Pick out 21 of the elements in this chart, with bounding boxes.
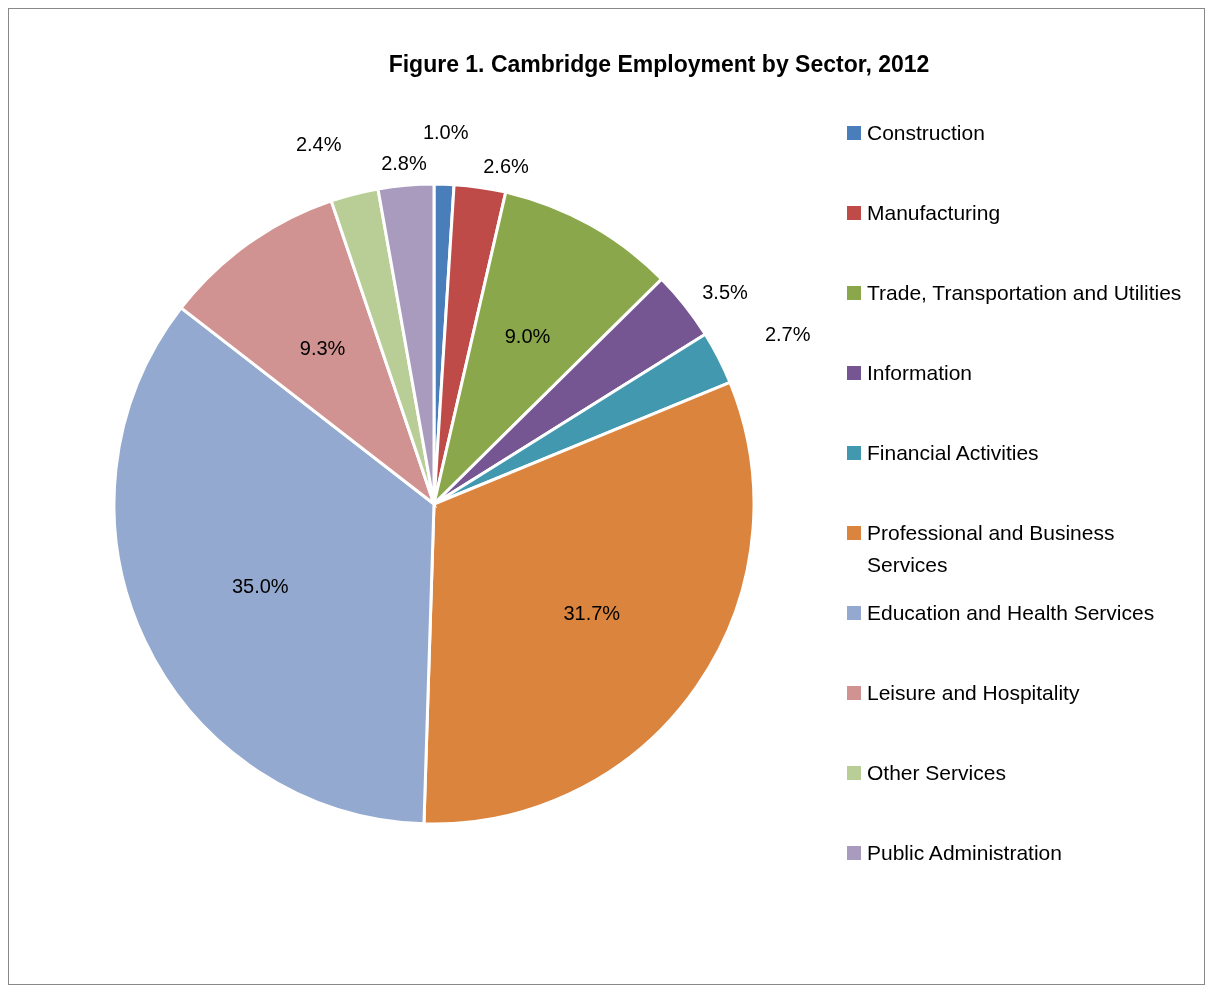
data-label: 2.7% — [764, 323, 811, 346]
data-label: 35.0% — [231, 574, 289, 597]
chart-title: Figure 1. Cambridge Employment by Sector, 2012 — [387, 51, 931, 78]
legend-label: Professional and Business Services — [867, 520, 1116, 578]
data-label: 9.3% — [299, 336, 346, 359]
legend-label: Information — [867, 360, 973, 386]
legend-label: Manufacturing — [867, 200, 1001, 226]
legend-label: Construction — [867, 120, 985, 146]
data-label: 3.5% — [702, 280, 749, 303]
data-label: 2.8% — [381, 152, 427, 175]
legend-label: Education and Health Services — [867, 600, 1155, 626]
data-label: 9.0% — [504, 325, 551, 348]
data-label: 2.4% — [295, 132, 342, 155]
legend-label: Trade, Transportation and Utilities — [867, 280, 1182, 306]
legend-label: Financial Activities — [867, 440, 1039, 466]
legend-label: Leisure and Hospitality — [867, 680, 1080, 706]
data-label: 2.6% — [483, 154, 530, 177]
data-label: 31.7% — [563, 602, 621, 625]
legend-label: Public Administration — [867, 840, 1062, 866]
legend-label: Other Services — [867, 760, 1006, 786]
data-label: 1.0% — [422, 121, 469, 144]
